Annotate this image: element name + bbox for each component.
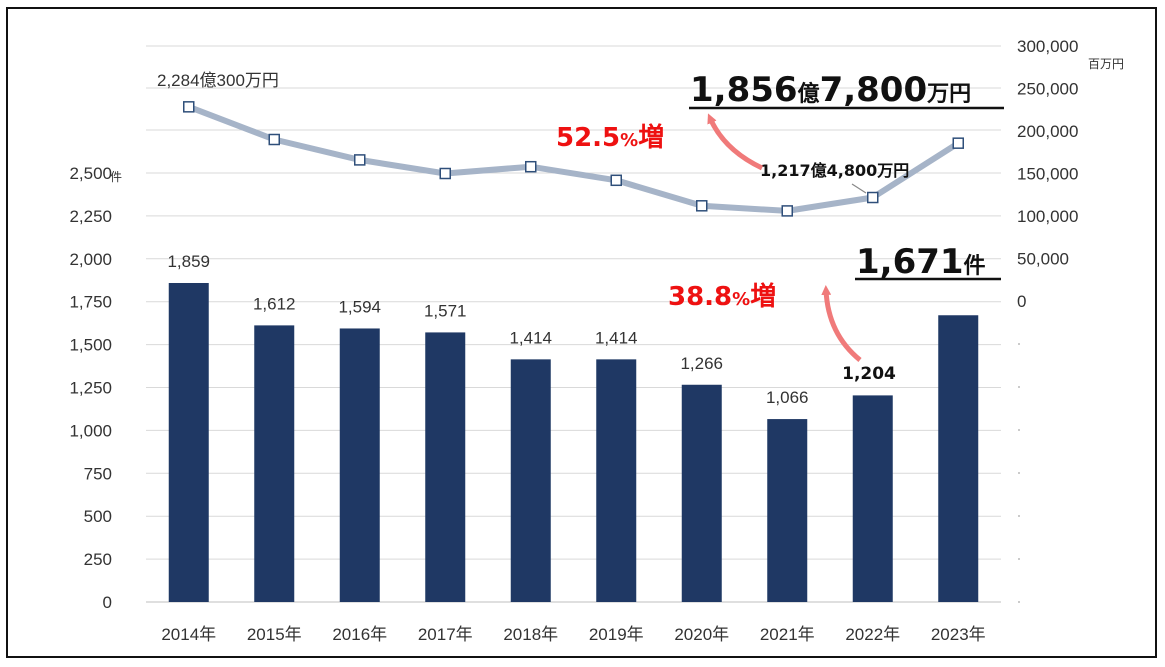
left-axis-unit: 件 [110, 170, 122, 184]
right-axis-tick: 250,000 [1017, 80, 1078, 99]
x-axis-tick: 2021年 [760, 625, 815, 644]
right-axis-dot [1018, 386, 1020, 388]
right-axis-dot [1018, 472, 1020, 474]
bar-value-label: 1,266 [680, 354, 723, 373]
left-axis-tick: 1,750 [69, 293, 112, 312]
line-marker [696, 200, 708, 212]
line-marker [439, 167, 451, 180]
left-axis-tick: 1,500 [69, 336, 112, 355]
bar [254, 325, 295, 602]
left-axis-tick: 2,250 [69, 207, 112, 226]
x-axis-tick: 2018年 [503, 625, 558, 644]
left-axis-tick: 2,000 [69, 250, 112, 269]
bar-value-label: 1,066 [766, 388, 809, 407]
left-axis-tick: 1,000 [69, 421, 112, 440]
left-axis-tick: 2,500 [69, 164, 112, 183]
x-axis-tick: 2022年 [845, 625, 900, 644]
line-2023-big-label: 1,856億7,800万円 [690, 70, 971, 110]
line-marker [781, 205, 793, 217]
x-axis-tick: 2020年 [674, 625, 729, 644]
bar-value-label: 1,414 [595, 328, 638, 347]
line-marker [354, 154, 366, 166]
bar-value-label: 1,612 [253, 294, 296, 313]
line-2022-label: 1,217億4,800万円 [760, 161, 909, 180]
bar-increase-label: 38.8%増 [668, 282, 776, 312]
right-axis-dot [1018, 558, 1020, 560]
x-axis-tick: 2019年 [589, 625, 644, 644]
right-axis-tick: 0 [1017, 292, 1026, 311]
bar [510, 359, 551, 602]
bar [168, 282, 209, 602]
x-axis-tick: 2023年 [931, 625, 986, 644]
bar [938, 315, 979, 602]
left-axis-tick: 0 [103, 593, 112, 612]
left-axis-tick: 1,250 [69, 379, 112, 398]
right-axis-tick: 50,000 [1017, 250, 1069, 269]
line-marker [610, 174, 622, 187]
line-marker [952, 137, 964, 149]
left-axis-tick: 750 [84, 464, 112, 483]
right-axis-unit: 百万円 [1088, 57, 1124, 71]
bar-value-label: 1,859 [167, 252, 210, 271]
right-axis-dot [1018, 343, 1020, 345]
bar [852, 395, 893, 602]
bar-2023-big-label: 1,671件 [856, 242, 986, 282]
bar-2022-label: 1,204 [842, 364, 896, 384]
line-2022-leader [851, 183, 867, 194]
x-axis-tick: 2017年 [418, 625, 473, 644]
bar [425, 332, 466, 602]
x-axis-tick: 2016年 [332, 625, 387, 644]
right-axis-dot [1018, 429, 1020, 431]
bar [596, 359, 637, 602]
right-axis-tick: 200,000 [1017, 122, 1078, 141]
right-axis-dot [1018, 601, 1020, 603]
x-axis-tick: 2014年 [161, 625, 216, 644]
left-axis-tick: 500 [84, 507, 112, 526]
left-axis-tick: 250 [84, 550, 112, 569]
bar-value-label: 1,414 [509, 328, 552, 347]
right-axis-tick: 100,000 [1017, 207, 1078, 226]
right-axis-tick: 300,000 [1017, 37, 1078, 56]
bar [339, 328, 380, 602]
line-series [187, 104, 960, 214]
bar-value-label: 1,594 [338, 297, 381, 316]
bar-value-label: 1,571 [424, 301, 467, 320]
bar [681, 384, 722, 602]
right-axis-tick: 150,000 [1017, 165, 1078, 184]
line-marker [268, 133, 280, 146]
right-axis-dot [1018, 515, 1020, 517]
line-increase-arrow [707, 113, 764, 171]
line-2014-label: 2,284億300万円 [157, 71, 279, 90]
bar-increase-arrow [821, 285, 862, 362]
x-axis-tick: 2015年 [247, 625, 302, 644]
line-marker [867, 191, 879, 204]
line-marker [525, 160, 537, 173]
bar [767, 419, 808, 602]
line-increase-label: 52.5%増 [556, 123, 664, 153]
line-marker [183, 101, 195, 113]
